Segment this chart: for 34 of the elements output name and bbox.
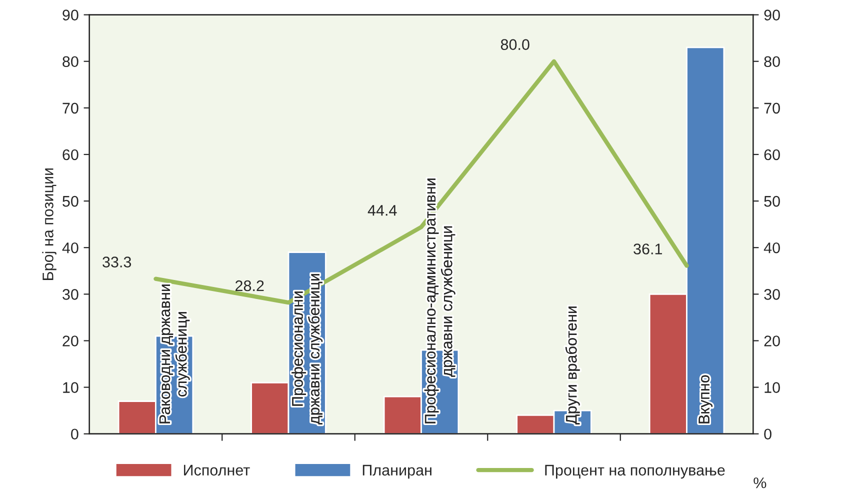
y-tick-label: 50 bbox=[62, 196, 78, 207]
x-tick-label: Вкупно bbox=[698, 375, 712, 424]
y2-tick-label: 0 bbox=[764, 428, 772, 440]
y-tick-label: 40 bbox=[62, 242, 78, 254]
y2-tick-label: 50 bbox=[764, 196, 780, 207]
y2-tick-label: 10 bbox=[764, 382, 780, 393]
x-tick-label: Професионални државни службеници bbox=[292, 274, 323, 424]
y-tick-label: 80 bbox=[62, 56, 78, 68]
y-tick-label: 70 bbox=[62, 102, 78, 114]
data-label: 80.0 bbox=[500, 39, 530, 50]
x-tick-label: Раководни државни службеници bbox=[159, 284, 190, 424]
y-tick-label: 0 bbox=[71, 428, 78, 440]
y-tick-label: 10 bbox=[63, 382, 78, 393]
y2-tick-label: 70 bbox=[764, 102, 780, 114]
y2-tick-label: 40 bbox=[764, 242, 780, 254]
y2-tick-label: 90 bbox=[764, 10, 780, 20]
y2-tick-label: 60 bbox=[764, 149, 780, 160]
y2-tick-label: 30 bbox=[764, 289, 780, 300]
x-tick-label: Други вработени bbox=[565, 306, 580, 424]
data-label: 28.2 bbox=[236, 280, 264, 292]
legend-label: Исполнет bbox=[184, 464, 250, 476]
y-tick-label: 20 bbox=[62, 336, 78, 346]
legend-label: Процент на пополнување bbox=[545, 464, 725, 479]
y-tick-label: 60 bbox=[62, 149, 78, 160]
data-label: 36.1 bbox=[634, 244, 662, 254]
y2-tick-label: 80 bbox=[764, 56, 780, 68]
data-label: 33.3 bbox=[102, 256, 132, 268]
y-tick-label: 90 bbox=[62, 10, 78, 20]
y2-tick-label: 20 bbox=[764, 336, 780, 346]
legend-label: Планиран bbox=[362, 464, 432, 479]
y-tick-label: 30 bbox=[62, 289, 78, 300]
data-label: 44.4 bbox=[368, 205, 397, 216]
y2-axis-title: % bbox=[754, 477, 766, 488]
y-axis-title: Број на позиции bbox=[42, 168, 56, 280]
